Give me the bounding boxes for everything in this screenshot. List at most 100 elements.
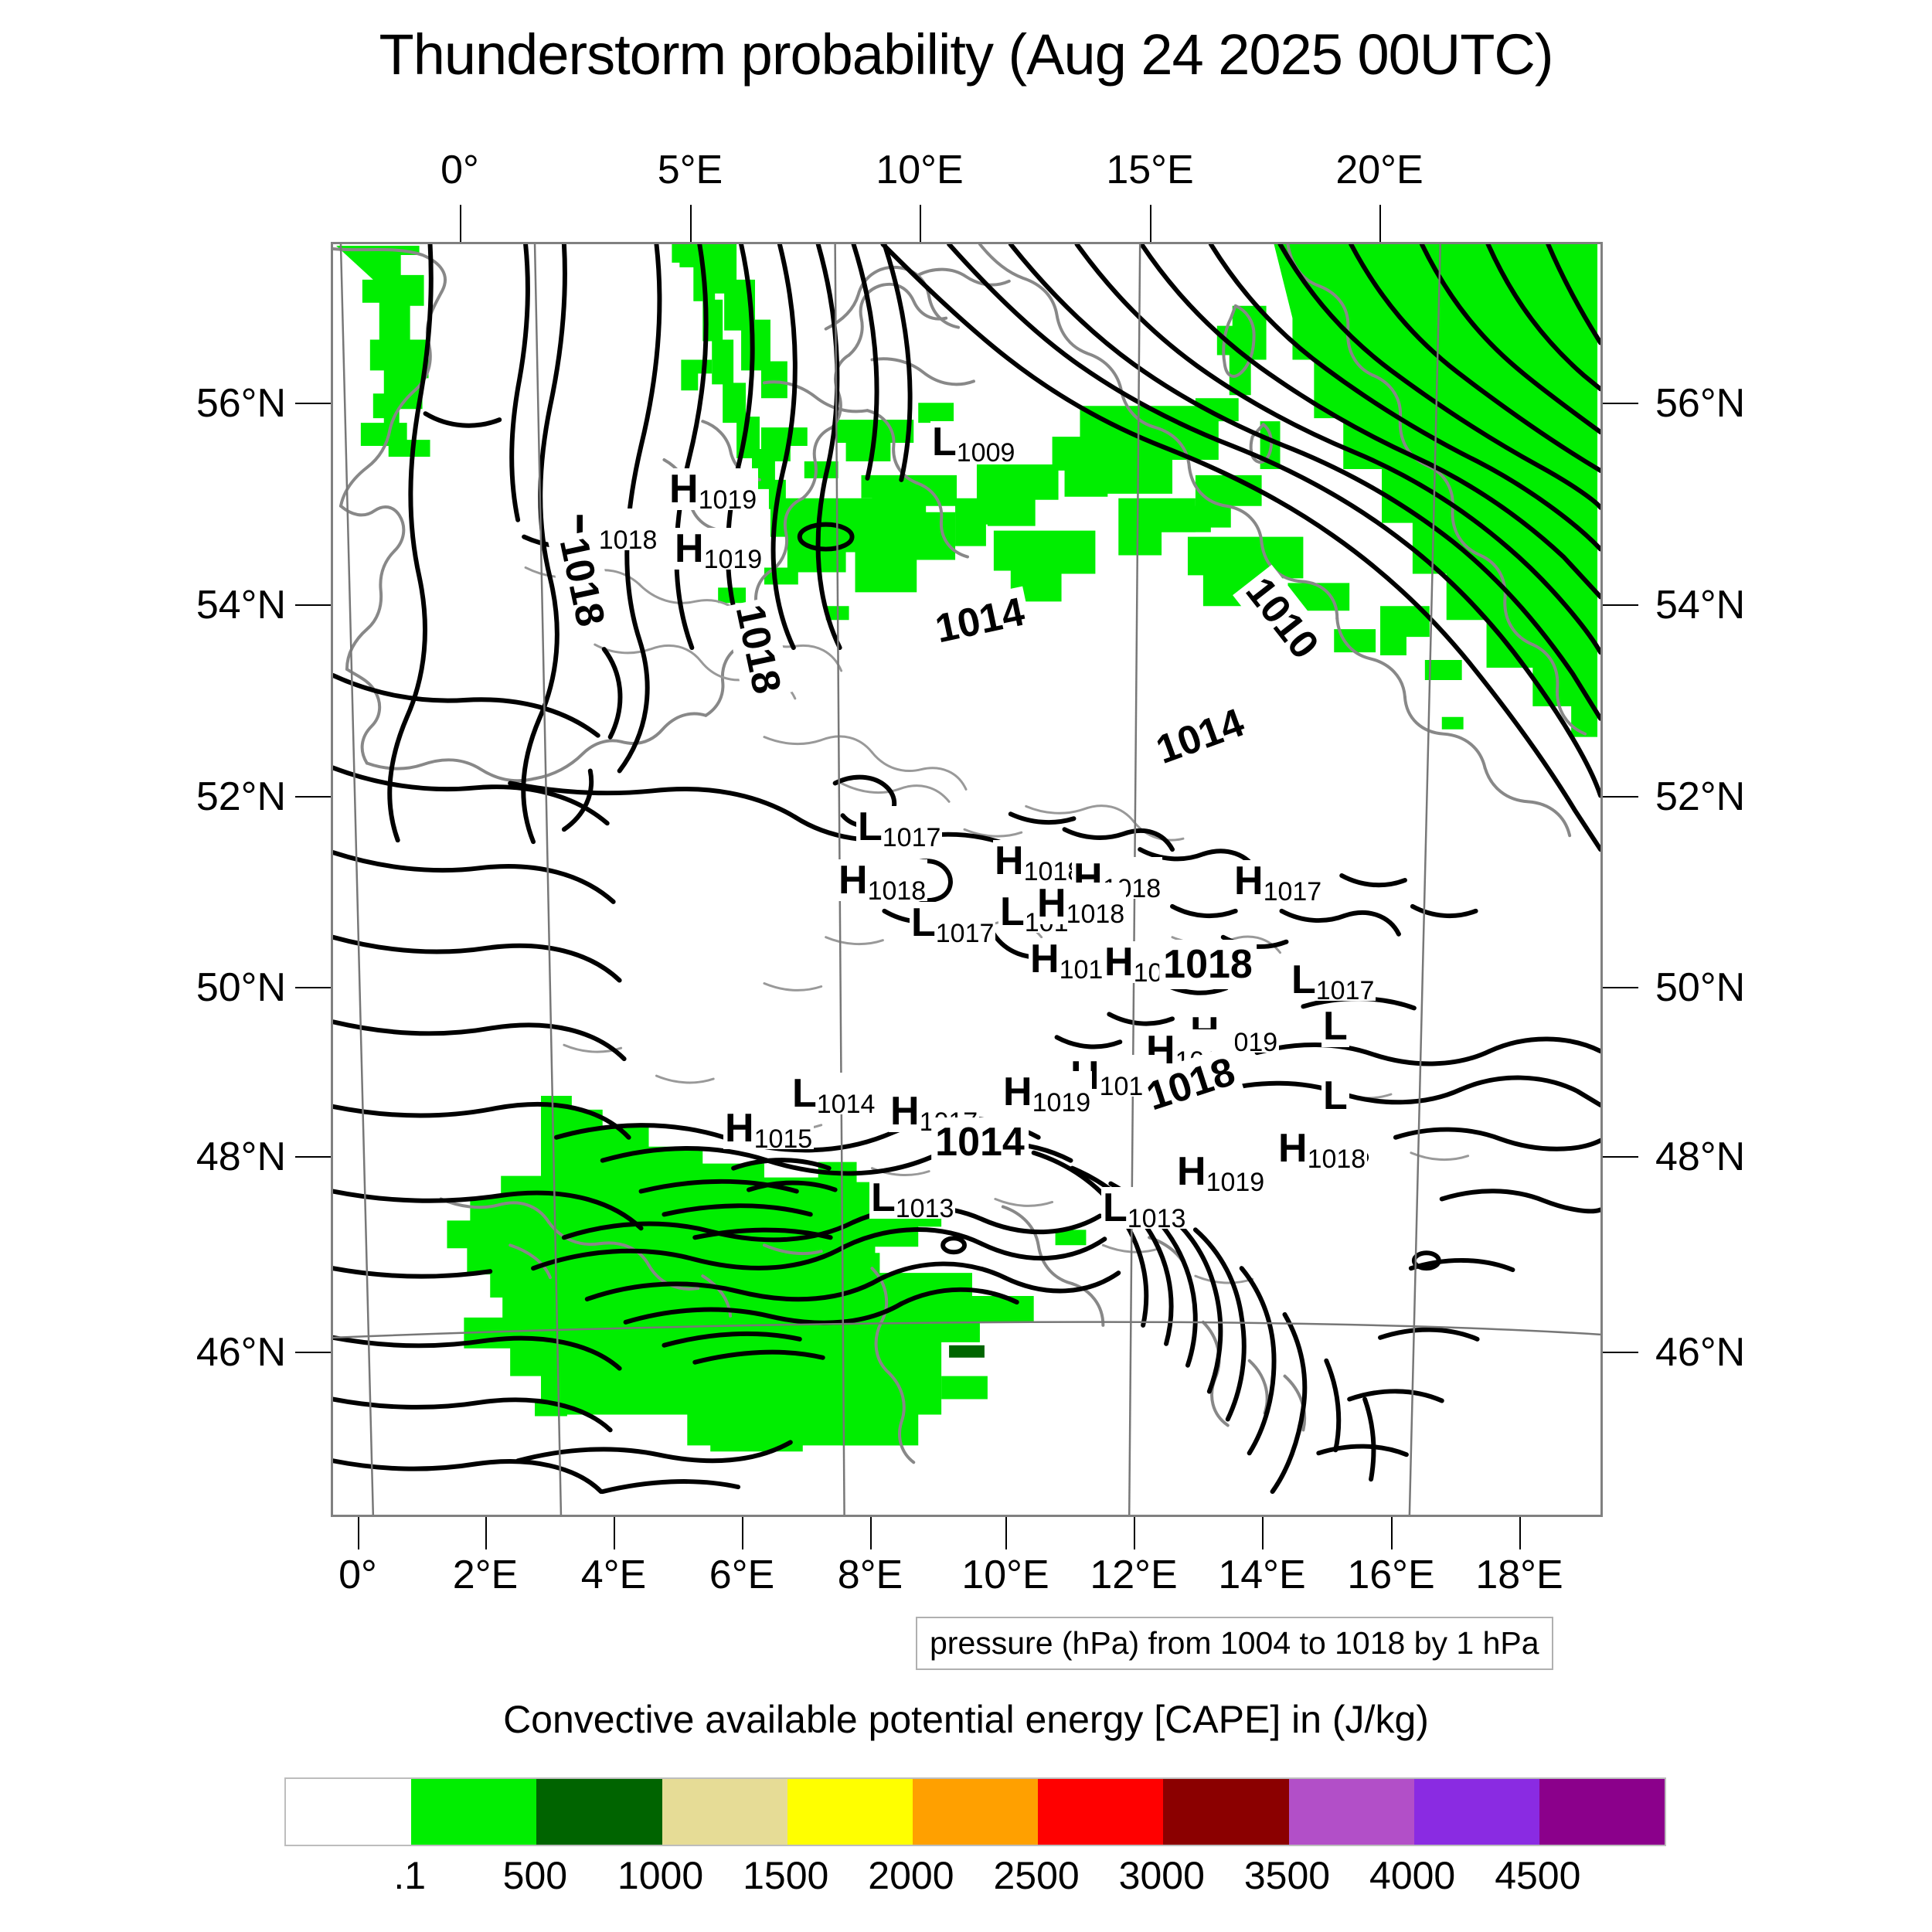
- bot-lon-label-0: 0°: [338, 1553, 377, 1597]
- colorbar-tick-9: 4500: [1495, 1854, 1581, 1897]
- colorbar-swatch-4: [787, 1779, 913, 1845]
- pressure-center-low-14: L1017: [1290, 957, 1376, 1005]
- left-lat-label-2: 52°N: [196, 774, 286, 819]
- colorbar-tick-4: 2000: [868, 1854, 954, 1897]
- top-tick-1: [690, 205, 692, 242]
- pressure-center-high-21: H1019: [1002, 1070, 1093, 1117]
- colorbar-tick-2: 1000: [617, 1854, 704, 1897]
- pressure-center-low-26: L1013: [869, 1175, 956, 1223]
- colorbar-swatch-0: [286, 1779, 412, 1845]
- cape-dark-cell: [949, 1345, 985, 1358]
- colorbar-tick-8: 4000: [1369, 1854, 1456, 1897]
- bot-lon-label-9: 18°E: [1475, 1553, 1563, 1597]
- pressure-center-high-5: H1018: [837, 858, 928, 906]
- bot-tick-3: [742, 1517, 743, 1549]
- pressure-center-high-8: H1017: [1233, 859, 1324, 906]
- isobar-layer: [333, 244, 1600, 1495]
- map-svg: [333, 244, 1600, 1515]
- bot-tick-2: [614, 1517, 615, 1549]
- left-tick-0: [295, 403, 331, 404]
- bot-lon-label-4: 8°E: [837, 1553, 903, 1597]
- graticule-layer: [333, 244, 1600, 1515]
- left-tick-2: [295, 796, 331, 798]
- pressure-note-text: pressure (hPa) from 1004 to 1018 by 1 hP…: [930, 1625, 1539, 1661]
- bot-lon-label-6: 12°E: [1090, 1553, 1178, 1597]
- colorbar-title: Convective available potential energy [C…: [503, 1698, 1429, 1741]
- right-tick-2: [1603, 796, 1638, 798]
- pressure-center-high-24: H1015: [723, 1106, 815, 1154]
- colorbar-swatch-9: [1413, 1779, 1539, 1845]
- pressure-center-high-1: H1019: [668, 467, 759, 515]
- pressure-center-high-23: H1018: [1277, 1126, 1368, 1174]
- bot-lon-label-2: 4°E: [580, 1553, 647, 1597]
- right-tick-3: [1603, 987, 1638, 988]
- pressure-center-low-19: L: [1321, 1073, 1349, 1118]
- left-tick-1: [295, 604, 331, 606]
- right-lat-label-0: 56°N: [1655, 381, 1746, 426]
- isobar-label-7: 1014: [931, 1117, 1029, 1167]
- top-lon-label-1: 5°E: [657, 148, 723, 192]
- colorbar-swatch-7: [1163, 1779, 1289, 1845]
- top-lon-label-3: 15°E: [1106, 148, 1194, 192]
- colorbar-tick-7: 3500: [1243, 1854, 1331, 1897]
- left-lat-label-3: 50°N: [196, 965, 286, 1010]
- right-lat-label-4: 48°N: [1655, 1134, 1746, 1179]
- colorbar-tick-5: 2500: [993, 1854, 1080, 1897]
- annotation-overlay: L1009 H1019 L1018 H1019 L1017 H1018 H1018 H1018…: [331, 242, 1603, 1517]
- pressure-center-low-27: L1013: [1101, 1185, 1188, 1233]
- pressure-center-high-3: H1019: [673, 526, 764, 574]
- colorbar-swatch-5: [912, 1779, 1039, 1845]
- left-lat-label-4: 48°N: [196, 1134, 286, 1179]
- bot-lon-label-5: 10°E: [961, 1553, 1049, 1597]
- colorbar-swatch-10: [1539, 1779, 1665, 1845]
- bot-lon-label-3: 6°E: [709, 1553, 775, 1597]
- colorbar-tick-3: 1500: [743, 1854, 829, 1897]
- pressure-center-low-0: L1009: [930, 420, 1017, 468]
- colorbar: [284, 1777, 1666, 1846]
- left-lat-label-5: 46°N: [196, 1330, 286, 1375]
- colorbar-swatch-1: [411, 1779, 537, 1845]
- top-tick-4: [1379, 205, 1381, 242]
- right-tick-5: [1603, 1352, 1638, 1353]
- top-tick-3: [1150, 205, 1151, 242]
- top-lon-label-2: 10°E: [876, 148, 964, 192]
- right-lat-label-2: 52°N: [1655, 774, 1746, 819]
- pressure-center-high-25: H1019: [1175, 1149, 1267, 1197]
- bot-tick-6: [1134, 1517, 1135, 1549]
- isobar-label-2: 1014: [927, 586, 1033, 655]
- right-lat-label-3: 50°N: [1655, 965, 1746, 1010]
- pressure-center-high-10: H1018: [1036, 881, 1127, 929]
- pressure-center-high-6: H1018: [993, 838, 1084, 886]
- pressure-center-low-15: L: [1321, 1004, 1349, 1049]
- left-tick-3: [295, 987, 331, 988]
- isobar-label-3: 1010: [1233, 564, 1332, 672]
- bot-tick-5: [1005, 1517, 1007, 1549]
- bot-lon-label-7: 14°E: [1218, 1553, 1306, 1597]
- bot-tick-8: [1391, 1517, 1393, 1549]
- left-tick-4: [295, 1156, 331, 1158]
- pressure-note-box: pressure (hPa) from 1004 to 1018 by 1 hP…: [916, 1617, 1553, 1670]
- bot-lon-label-8: 16°E: [1347, 1553, 1435, 1597]
- colorbar-swatch-2: [536, 1779, 662, 1845]
- left-lat-label-0: 56°N: [196, 381, 286, 426]
- colorbar-tick-6: 3000: [1118, 1854, 1205, 1897]
- right-lat-label-5: 46°N: [1655, 1330, 1746, 1375]
- right-tick-4: [1603, 1156, 1638, 1158]
- bot-tick-7: [1262, 1517, 1264, 1549]
- isobar-label-4: 1014: [1146, 696, 1254, 777]
- left-tick-5: [295, 1352, 331, 1353]
- bot-tick-9: [1519, 1517, 1521, 1549]
- pressure-center-low-4: L1017: [856, 804, 943, 852]
- isobar-label-1: 1018: [723, 596, 793, 702]
- right-tick-0: [1603, 403, 1638, 404]
- right-lat-label-1: 54°N: [1655, 583, 1746, 628]
- colorbar-tick-0: .1: [393, 1854, 427, 1897]
- left-lat-label-1: 54°N: [196, 583, 286, 628]
- bot-lon-label-1: 2°E: [452, 1553, 519, 1597]
- page-title: Thunderstorm probability (Aug 24 2025 00…: [379, 22, 1554, 87]
- pressure-center-low-11: L1017: [910, 900, 996, 948]
- top-tick-2: [920, 205, 921, 242]
- colorbar-swatch-6: [1038, 1779, 1164, 1845]
- colorbar-tick-1: 500: [502, 1854, 568, 1897]
- isobar-label-5: 1018: [1159, 940, 1257, 989]
